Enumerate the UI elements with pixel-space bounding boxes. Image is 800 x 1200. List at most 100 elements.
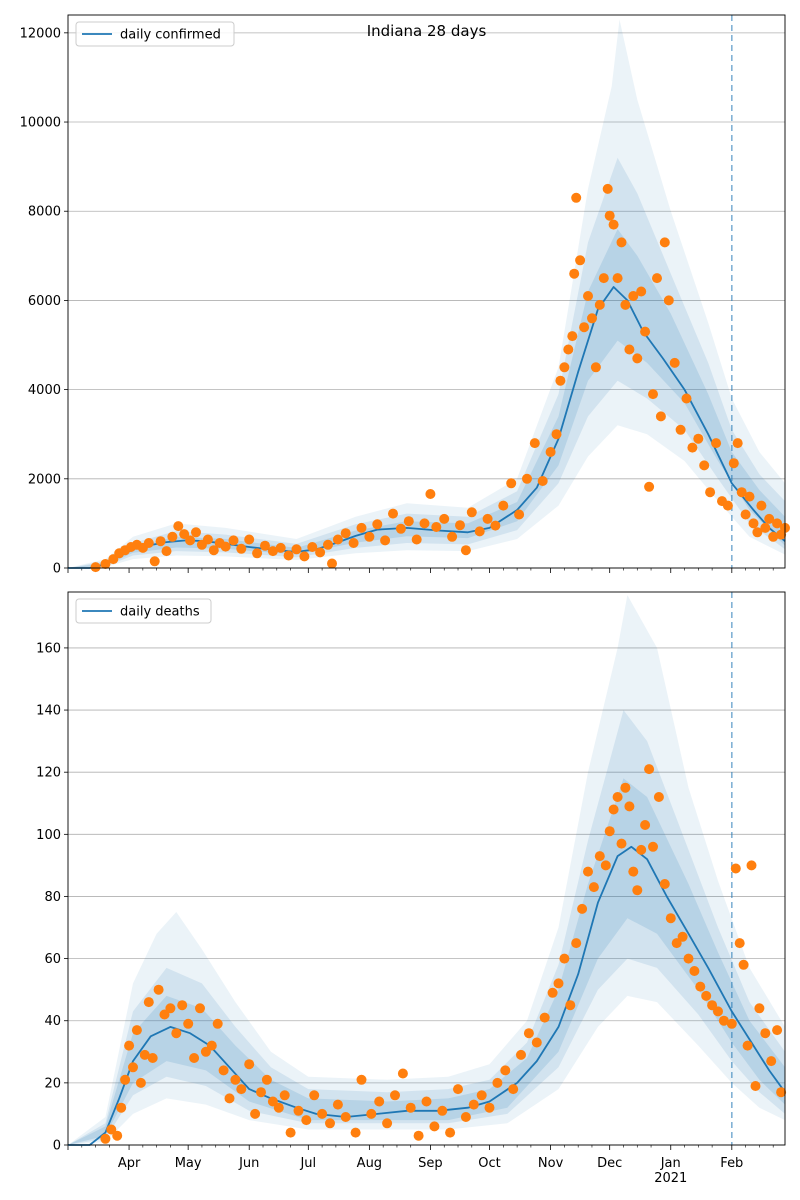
- data-point: [575, 255, 586, 266]
- data-point: [594, 299, 605, 310]
- data-point: [563, 344, 574, 355]
- data-point: [567, 331, 578, 342]
- data-point: [764, 513, 775, 524]
- data-point: [736, 487, 747, 498]
- data-point: [90, 562, 101, 573]
- data-point: [405, 1102, 416, 1113]
- data-point: [291, 544, 302, 555]
- data-point: [425, 489, 436, 499]
- data-point: [439, 513, 450, 524]
- data-point: [498, 500, 509, 511]
- data-point: [285, 1127, 296, 1138]
- data-point: [112, 1130, 123, 1141]
- data-point: [183, 1018, 194, 1029]
- data-point: [332, 534, 343, 545]
- x-tick-label: Jun: [238, 1156, 259, 1171]
- data-point: [744, 491, 755, 502]
- data-point: [602, 183, 613, 194]
- data-point: [760, 1028, 771, 1039]
- data-point: [665, 913, 676, 924]
- x-tick-label: Jul: [299, 1156, 316, 1171]
- y-tick-label: 2000: [28, 472, 61, 487]
- data-point: [275, 542, 286, 553]
- data-point: [669, 357, 680, 368]
- data-point: [315, 547, 326, 558]
- data-point: [742, 1040, 753, 1051]
- legend-label: daily confirmed: [120, 28, 221, 43]
- data-point: [230, 1074, 241, 1085]
- data-point: [565, 1000, 576, 1011]
- data-point: [740, 509, 751, 520]
- data-point: [100, 1133, 111, 1144]
- x-tick-label: Jan: [660, 1156, 681, 1171]
- data-point: [374, 1096, 385, 1107]
- data-point: [522, 473, 532, 484]
- y-tick-label: 60: [44, 952, 61, 967]
- data-point: [431, 522, 442, 532]
- data-point: [143, 538, 154, 548]
- data-point: [516, 1049, 526, 1060]
- data-point: [768, 531, 779, 542]
- data-point: [167, 531, 178, 542]
- data-point: [671, 938, 682, 949]
- data-point: [476, 1090, 487, 1101]
- data-point: [492, 1077, 503, 1088]
- data-point: [437, 1105, 448, 1116]
- data-point: [754, 1003, 765, 1014]
- data-point: [514, 509, 525, 520]
- data-point: [388, 508, 398, 519]
- data-point: [390, 1090, 400, 1101]
- data-point: [728, 458, 739, 469]
- data-point: [447, 531, 458, 542]
- data-point: [752, 527, 763, 538]
- data-point: [202, 534, 213, 545]
- data-point: [283, 550, 294, 561]
- data-point: [632, 353, 643, 364]
- data-point: [545, 447, 556, 457]
- data-point: [559, 362, 570, 373]
- data-point: [395, 523, 406, 534]
- data-point: [482, 513, 493, 524]
- data-point: [612, 792, 623, 802]
- data-point: [256, 1087, 266, 1098]
- y-tick-label: 100: [36, 828, 61, 843]
- data-point: [484, 1102, 495, 1113]
- data-point: [531, 1037, 542, 1048]
- x-tick-label: Dec: [597, 1156, 622, 1171]
- data-point: [738, 959, 749, 970]
- data-point: [730, 863, 741, 874]
- data-point: [707, 1000, 718, 1011]
- confidence-band: [68, 710, 785, 1145]
- x-tick-label: Nov: [538, 1156, 564, 1171]
- data-point: [539, 1012, 550, 1023]
- data-point: [750, 1081, 761, 1091]
- legend-box: [75, 598, 212, 624]
- data-point: [776, 1087, 787, 1098]
- y-tick-label: 160: [36, 641, 61, 656]
- data-point: [131, 1025, 142, 1036]
- data-point: [624, 801, 635, 812]
- data-point: [244, 534, 255, 545]
- data-point: [689, 966, 700, 976]
- data-point: [135, 1077, 146, 1088]
- data-point: [559, 953, 570, 964]
- legend: daily deaths: [75, 598, 212, 624]
- data-point: [327, 558, 337, 569]
- data-point: [173, 521, 184, 532]
- data-point: [191, 527, 201, 538]
- data-point: [293, 1105, 304, 1116]
- data-point: [116, 1102, 127, 1113]
- data-point: [208, 545, 219, 556]
- data-point: [500, 1065, 511, 1076]
- data-point: [732, 438, 743, 449]
- data-point: [648, 841, 658, 852]
- data-point: [506, 478, 517, 489]
- data-point: [620, 782, 631, 793]
- data-point: [722, 500, 733, 511]
- data-point: [460, 545, 471, 556]
- y-tick-label: 40: [44, 1014, 61, 1029]
- data-point: [640, 820, 651, 830]
- data-point: [143, 997, 154, 1008]
- data-point: [616, 838, 627, 849]
